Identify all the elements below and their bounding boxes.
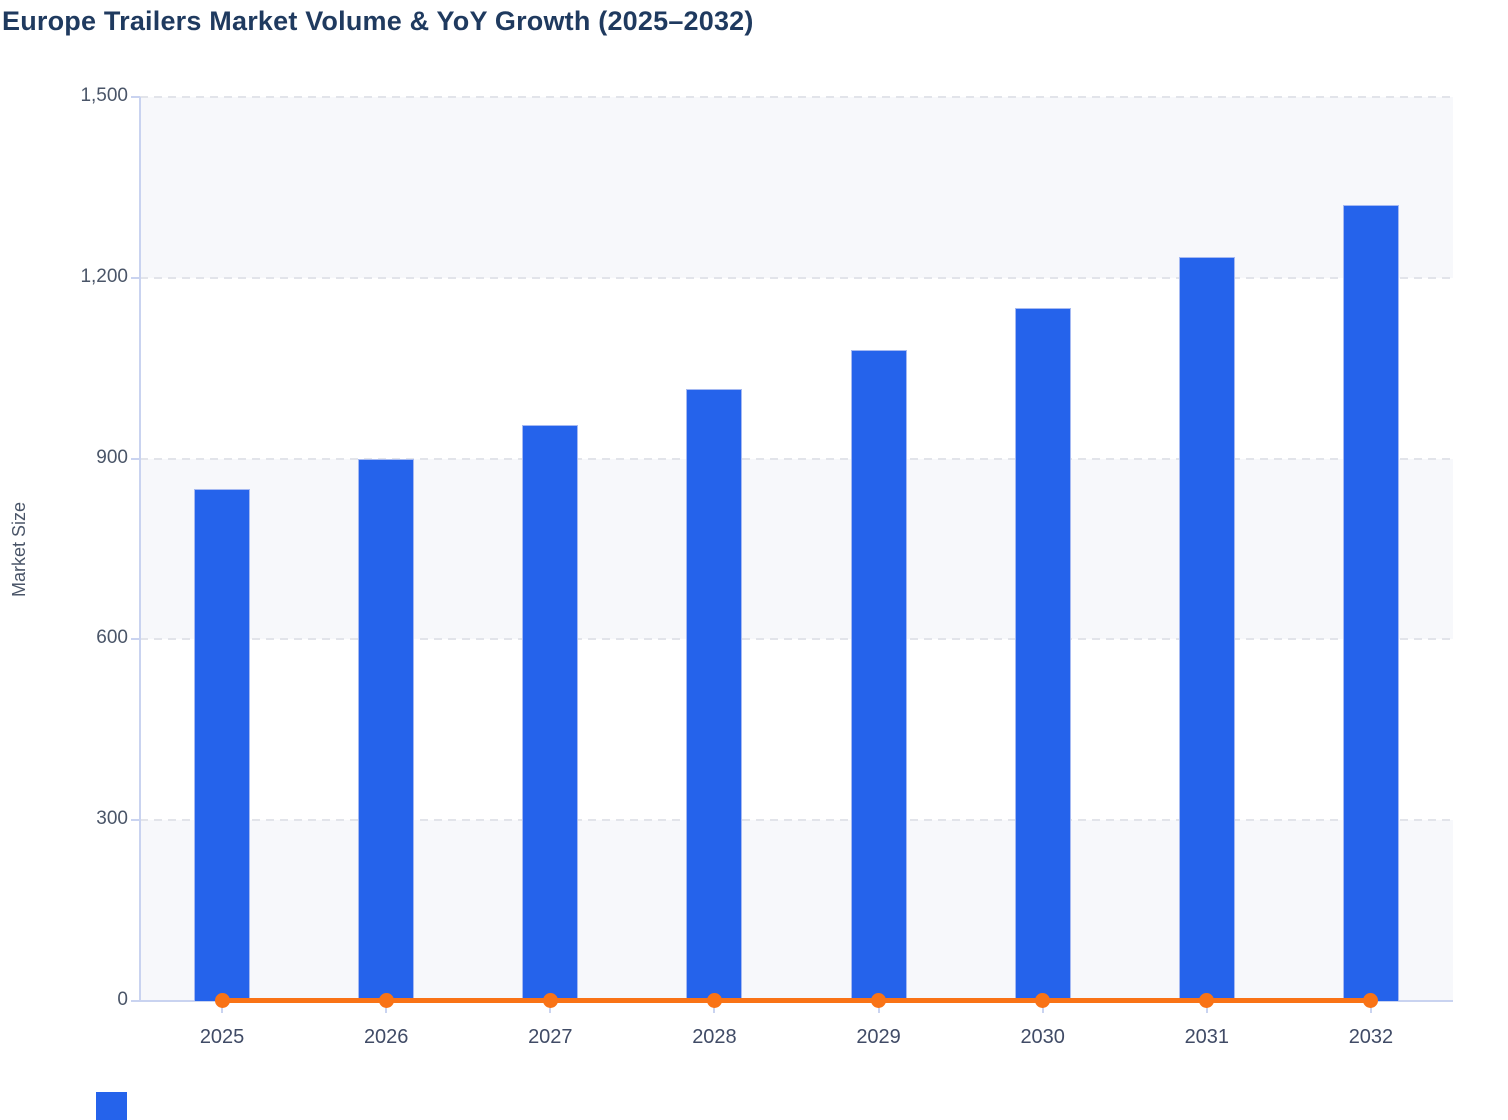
line-marker-2029[interactable] — [871, 993, 887, 1008]
x-tick-mark — [877, 1003, 880, 1013]
gridline — [140, 638, 1453, 641]
line-marker-2028[interactable] — [706, 993, 722, 1008]
y-tick-mark — [131, 1000, 140, 1002]
y-tick-label: 1,200 — [80, 265, 128, 287]
bar-2032[interactable] — [1342, 205, 1399, 1001]
yoy-growth-line[interactable] — [222, 998, 1371, 1003]
bar-2030[interactable] — [1014, 307, 1071, 1001]
x-tick-mark — [549, 1003, 552, 1013]
line-marker-2025[interactable] — [214, 993, 230, 1008]
plot-band — [140, 820, 1453, 1001]
gridline — [140, 276, 1453, 279]
plot-band — [140, 97, 1453, 278]
line-marker-2027[interactable] — [542, 993, 558, 1008]
legend-swatch-cropped[interactable] — [96, 1092, 127, 1120]
y-tick-mark — [131, 819, 140, 822]
x-tick-label: 2031 — [1184, 1026, 1230, 1048]
x-tick-label: 2025 — [199, 1026, 245, 1048]
y-tick-mark — [131, 96, 140, 98]
x-tick-mark — [1205, 1003, 1208, 1013]
x-tick-label: 2029 — [856, 1026, 901, 1048]
x-tick-label: 2030 — [1020, 1026, 1065, 1048]
bar-2029[interactable] — [850, 350, 907, 1001]
bar-2025[interactable] — [194, 488, 251, 1001]
y-tick-label: 600 — [96, 627, 128, 649]
gridline — [140, 819, 1453, 822]
line-marker-2030[interactable] — [1035, 993, 1051, 1008]
y-tick-mark — [131, 638, 140, 641]
gridline — [140, 96, 1453, 98]
line-marker-2031[interactable] — [1199, 993, 1215, 1008]
line-marker-2026[interactable] — [378, 993, 394, 1008]
y-tick-label: 0 — [117, 989, 128, 1010]
y-tick-label: 900 — [96, 446, 128, 468]
bar-2031[interactable] — [1178, 256, 1235, 1001]
y-axis-line — [139, 97, 141, 1001]
x-tick-mark — [713, 1003, 716, 1013]
x-tick-label: 2027 — [528, 1026, 573, 1048]
x-tick-mark — [385, 1003, 388, 1013]
plot-band — [140, 458, 1453, 640]
gridline — [140, 457, 1453, 460]
bar-2027[interactable] — [522, 425, 579, 1001]
y-tick-label: 300 — [96, 808, 128, 830]
x-tick-label: 2028 — [692, 1026, 737, 1048]
x-tick-label: 2032 — [1348, 1026, 1394, 1048]
bar-2026[interactable] — [358, 458, 415, 1001]
x-tick-mark — [221, 1003, 224, 1013]
x-tick-mark — [1041, 1003, 1044, 1013]
chart-title: Europe Trailers Market Volume & YoY Grow… — [2, 6, 754, 36]
bar-2028[interactable] — [686, 389, 743, 1001]
x-tick-label: 2026 — [363, 1026, 409, 1048]
y-tick-label: 1,500 — [80, 85, 128, 106]
y-tick-mark — [131, 457, 140, 460]
y-tick-mark — [131, 276, 140, 279]
x-tick-mark — [1369, 1003, 1372, 1013]
line-marker-2032[interactable] — [1363, 993, 1379, 1008]
